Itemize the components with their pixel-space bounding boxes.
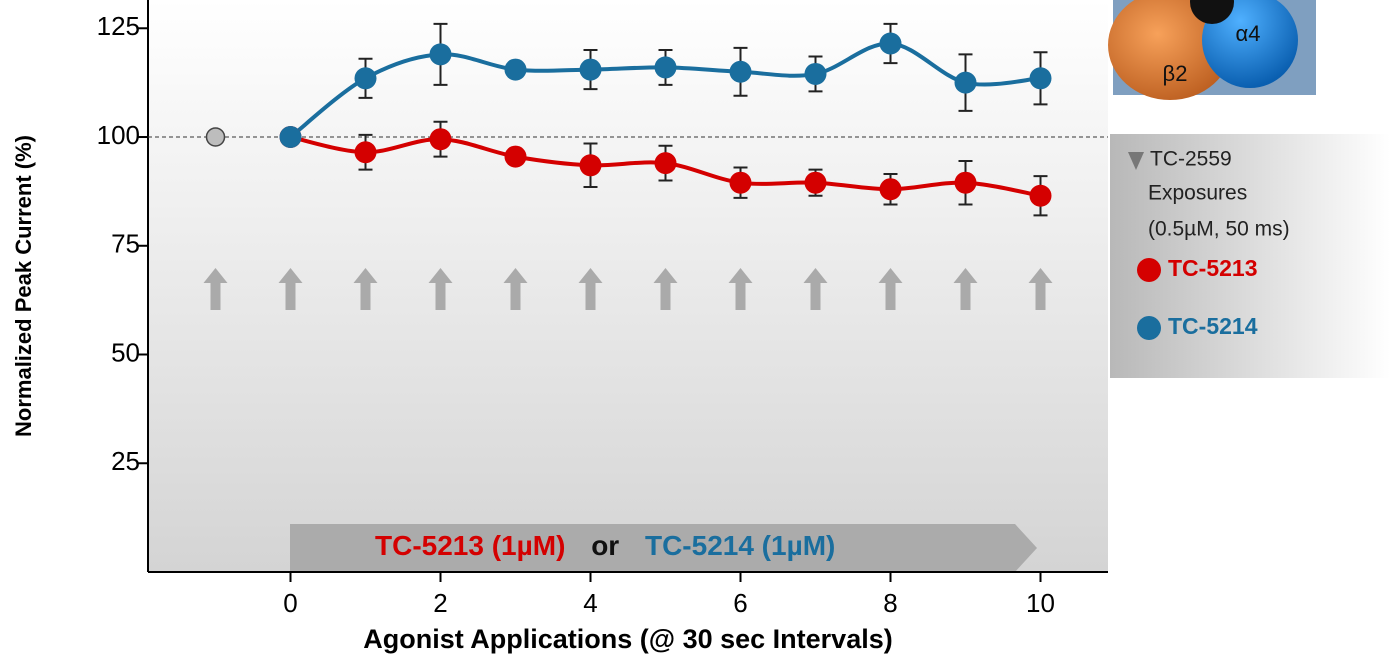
exposure-arrow (803, 268, 828, 310)
x-tick-label: 4 (583, 588, 597, 618)
y-tick-label: 50 (111, 337, 140, 367)
legend-label: TC-5213 (1168, 255, 1257, 281)
inset-label: β2 (1163, 61, 1188, 86)
inset-subunit (1108, 0, 1232, 100)
data-point (579, 154, 602, 177)
data-point (429, 43, 452, 66)
exposure-arrow (428, 268, 453, 310)
data-point (954, 171, 977, 194)
exposure-arrow (503, 268, 528, 310)
inset-label: α4 (1236, 21, 1261, 46)
x-tick-label: 8 (883, 588, 897, 618)
x-tick-label: 0 (283, 588, 297, 618)
x-axis-title: Agonist Applications (@ 30 sec Intervals… (363, 624, 892, 654)
y-tick-label: 100 (97, 120, 140, 150)
exposure-arrow (953, 268, 978, 310)
data-point (1029, 184, 1052, 207)
y-tick-label: 125 (97, 11, 140, 41)
legend-text: TC-2559 (1150, 148, 1232, 171)
y-tick-label: 25 (111, 446, 140, 476)
data-point (429, 128, 452, 151)
data-point (954, 71, 977, 94)
data-point (654, 56, 677, 79)
data-point (504, 145, 527, 168)
inset-image (1108, 0, 1316, 100)
exposure-arrow (353, 268, 378, 310)
inset-subunit (1202, 0, 1298, 88)
data-point (1029, 67, 1052, 90)
y-tick-label: 75 (111, 229, 140, 259)
banner-part: TC-5213 (1µM) (375, 530, 565, 561)
exposure-arrow (278, 268, 303, 310)
y-axis-title: Normalized Peak Current (%) (11, 135, 36, 437)
exposure-arrow (203, 268, 228, 310)
data-point (804, 171, 827, 194)
x-tick-label: 6 (733, 588, 747, 618)
exposure-arrow (728, 268, 753, 310)
x-tick-label: 10 (1026, 588, 1055, 618)
data-point (729, 60, 752, 83)
data-point (279, 126, 302, 149)
inset-ligand (1190, 0, 1234, 24)
exposure-arrow (653, 268, 678, 310)
legend-label: TC-5214 (1168, 313, 1258, 339)
legend-arrow (1128, 152, 1144, 170)
data-point (879, 178, 902, 201)
exposure-arrow (878, 268, 903, 310)
control-point (205, 127, 226, 147)
banner-part: TC-5214 (1µM) (645, 530, 835, 561)
data-point (504, 58, 527, 81)
data-point (804, 62, 827, 85)
legend-text: Exposures (1148, 182, 1247, 205)
treatment-banner (290, 524, 1037, 572)
data-point (654, 152, 677, 175)
plot-background (148, 0, 1108, 572)
data-point (354, 67, 377, 90)
data-point (729, 171, 752, 194)
data-point (354, 141, 377, 164)
data-point (579, 58, 602, 81)
legend-marker (1137, 316, 1161, 340)
x-tick-label: 2 (433, 588, 447, 618)
banner-part: or (591, 530, 619, 561)
banner-text: TC-5213 (1µM) or TC-5214 (1µM) (375, 530, 835, 561)
data-point (879, 32, 902, 55)
legend-marker (1137, 258, 1161, 282)
exposure-arrow (1028, 268, 1053, 310)
exposure-arrow (578, 268, 603, 310)
legend-box (1110, 134, 1390, 378)
legend-text: (0.5µM, 50 ms) (1148, 218, 1290, 241)
